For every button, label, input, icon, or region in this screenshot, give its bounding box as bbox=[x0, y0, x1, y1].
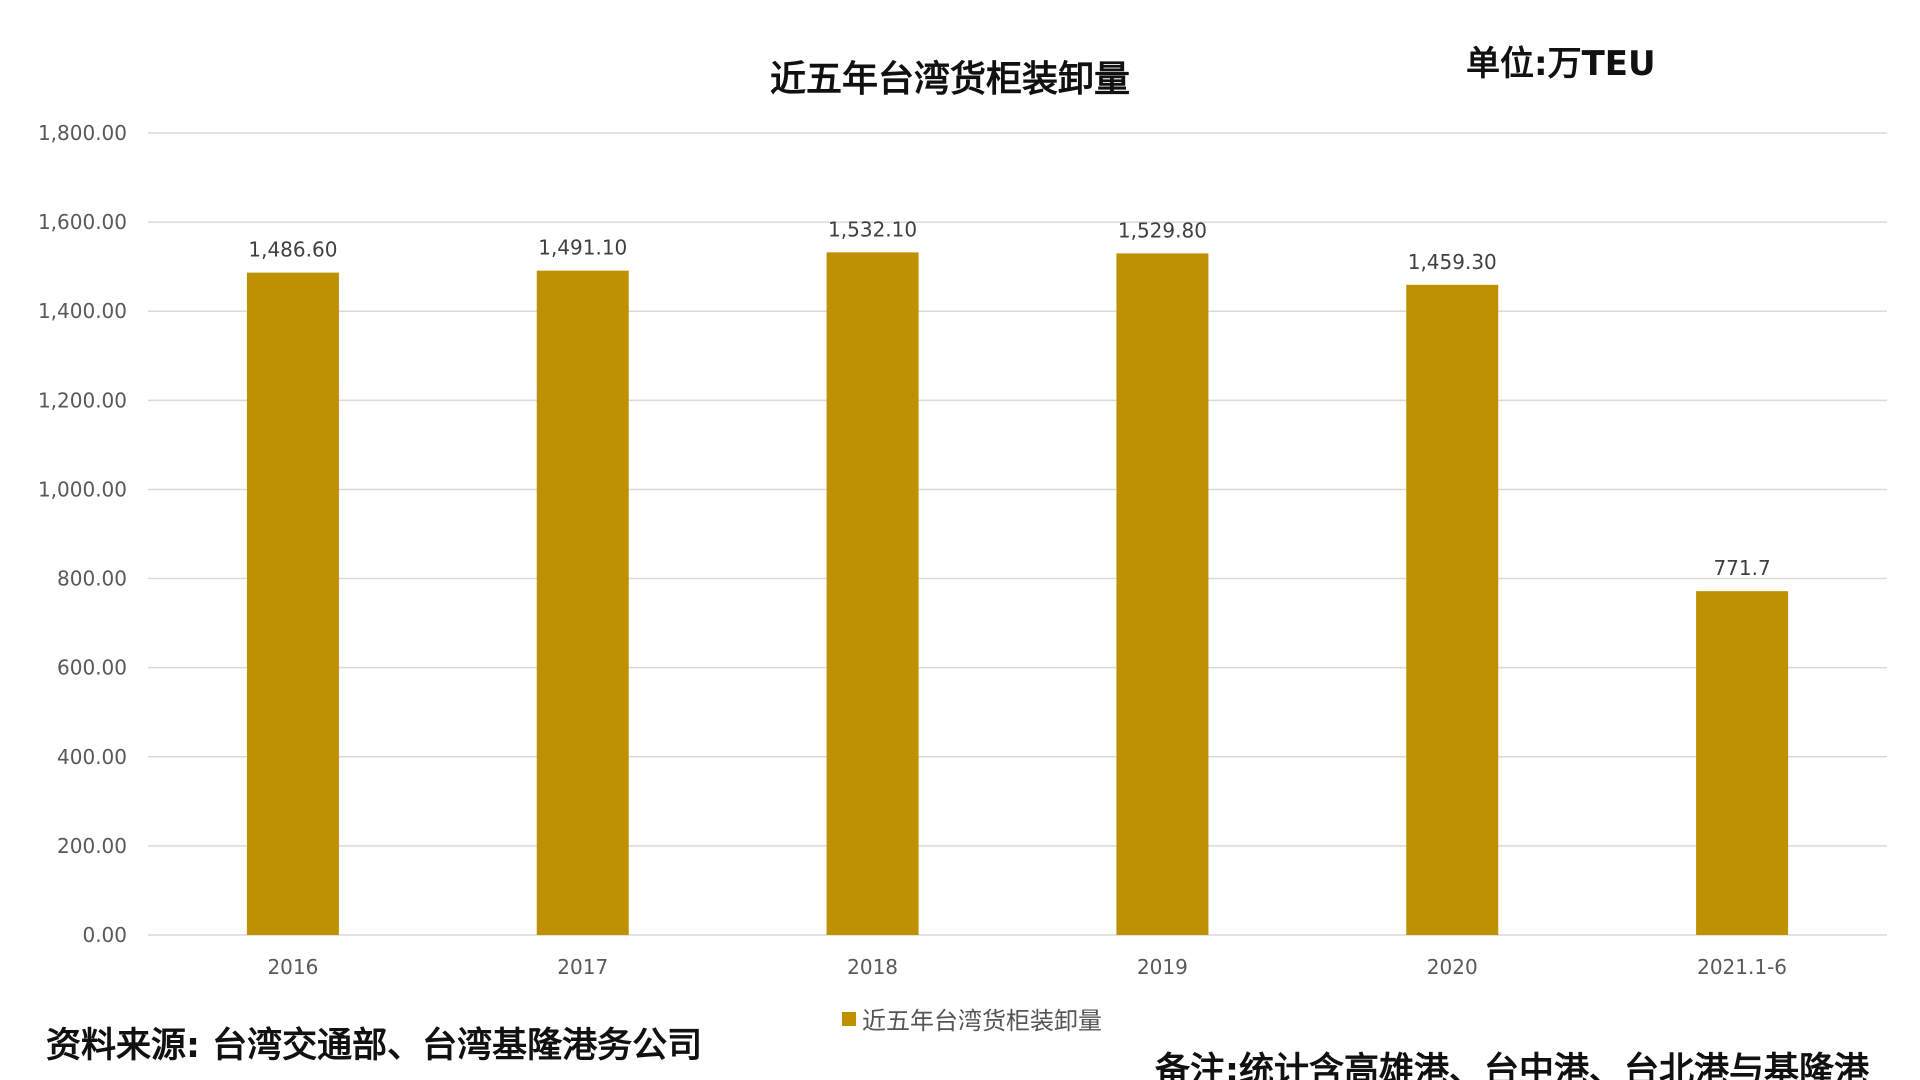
y-tick-label: 1,200.00 bbox=[38, 388, 127, 412]
data-label: 1,529.80 bbox=[1118, 218, 1207, 242]
x-tick-label: 2021.1-6 bbox=[1697, 955, 1787, 979]
legend-swatch bbox=[842, 1011, 856, 1026]
y-tick-label: 1,400.00 bbox=[38, 299, 127, 323]
y-tick-label: 1,600.00 bbox=[38, 210, 127, 234]
bar bbox=[1696, 591, 1789, 935]
data-label: 1,532.10 bbox=[828, 217, 917, 241]
y-tick-label: 1,000.00 bbox=[38, 477, 127, 501]
y-tick-label: 1,800.00 bbox=[38, 121, 127, 145]
remark-note: 备注:统计含高雄港、台中港、台北港与基隆港 bbox=[1155, 1051, 1869, 1080]
data-label: 1,486.60 bbox=[248, 238, 337, 262]
chart-title: 近五年台湾货柜装卸量 bbox=[770, 59, 1131, 100]
y-tick-label: 600.00 bbox=[57, 656, 127, 680]
bar bbox=[246, 272, 339, 936]
data-label: 771.7 bbox=[1713, 556, 1770, 580]
x-tick-label: 2018 bbox=[847, 955, 898, 979]
x-tick-label: 2020 bbox=[1427, 955, 1478, 979]
x-tick-label: 2019 bbox=[1137, 955, 1188, 979]
bar bbox=[536, 270, 629, 936]
y-tick-label: 0.00 bbox=[82, 923, 127, 947]
bar bbox=[826, 252, 919, 936]
bar bbox=[1116, 253, 1209, 936]
x-tick-label: 2017 bbox=[557, 955, 608, 979]
y-tick-label: 200.00 bbox=[57, 834, 127, 858]
data-label: 1,491.10 bbox=[538, 236, 627, 260]
bar bbox=[1406, 284, 1499, 935]
x-tick-label: 2016 bbox=[267, 955, 318, 979]
y-tick-label: 800.00 bbox=[57, 567, 127, 591]
chart-legend: 近五年台湾货柜装卸量 bbox=[842, 1001, 1102, 1036]
y-tick-label: 400.00 bbox=[57, 745, 127, 769]
unit-label: 单位:万TEU bbox=[1466, 44, 1656, 84]
data-label: 1,459.30 bbox=[1408, 250, 1497, 274]
legend-label: 近五年台湾货柜装卸量 bbox=[862, 1007, 1102, 1035]
source-note: 资料来源: 台湾交通部、台湾基隆港务公司 bbox=[46, 1026, 703, 1066]
